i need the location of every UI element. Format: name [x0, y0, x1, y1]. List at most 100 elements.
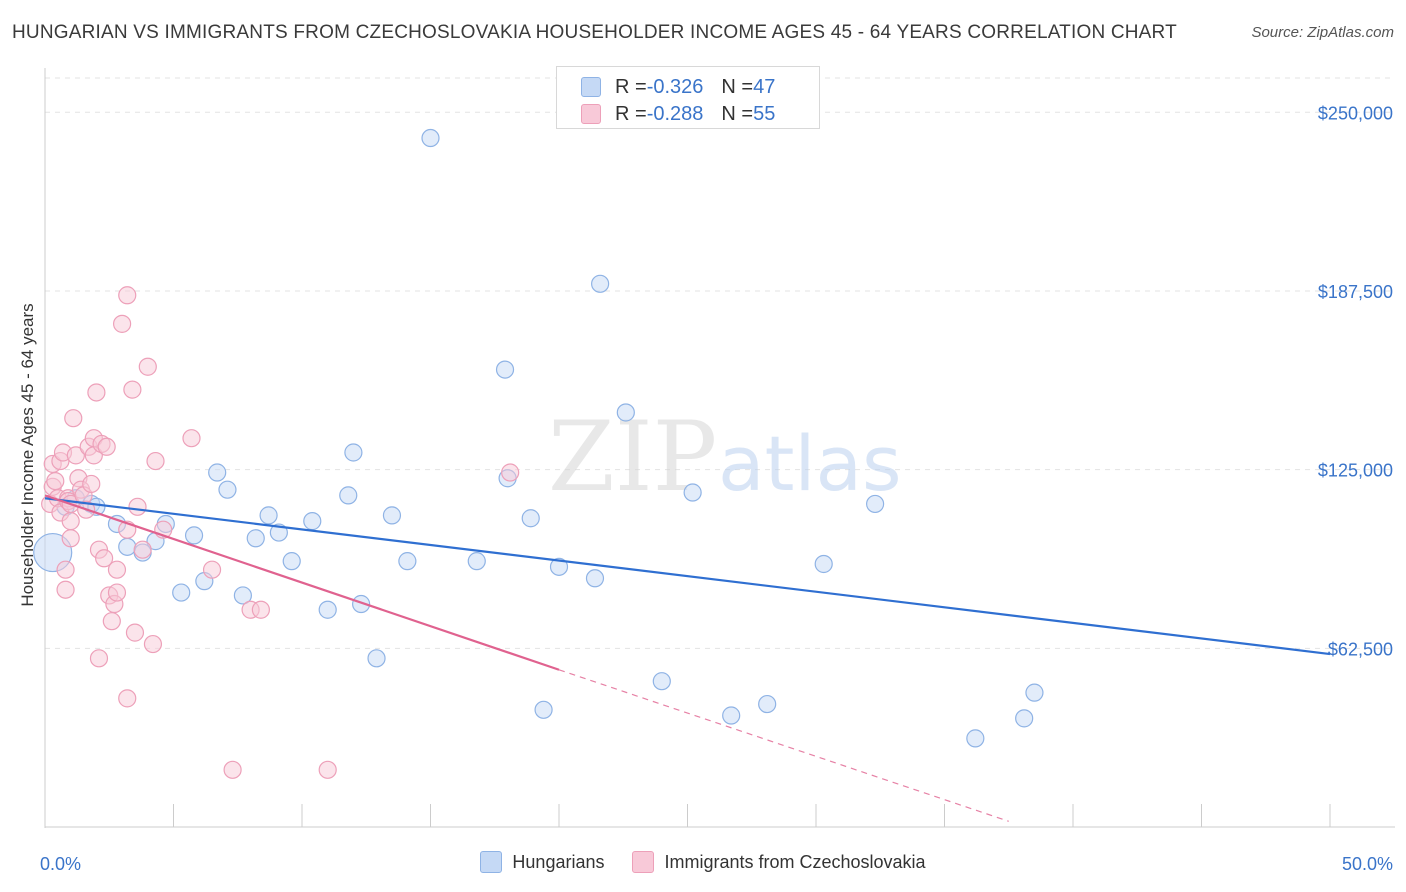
data-point	[616, 403, 635, 422]
data-point	[318, 760, 337, 779]
data-point	[758, 694, 777, 714]
axes	[44, 68, 1395, 828]
data-point	[1015, 709, 1034, 728]
tick-labels: $62,500 $125,000 $187,500 $250,000 0.0% 50.0%	[40, 103, 1393, 874]
data-point	[652, 672, 671, 691]
chart-title: HUNGARIAN VS IMMIGRANTS FROM CZECHOSLOVA…	[12, 22, 1177, 43]
data-point	[282, 552, 301, 571]
data-point	[184, 526, 204, 545]
data-point	[549, 557, 569, 576]
data-point	[814, 554, 833, 574]
data-point	[233, 586, 252, 605]
series-czechoslovakia	[41, 286, 520, 779]
data-point	[303, 512, 322, 531]
data-point	[246, 529, 265, 548]
legend-item-hungarians[interactable]: Hungarians	[480, 851, 604, 873]
legend-n-label: N =	[721, 75, 754, 98]
data-point	[97, 437, 116, 456]
y-tick-label: $250,000	[1318, 103, 1393, 123]
trend-line-hungarians	[44, 497, 1331, 656]
data-point	[182, 429, 201, 448]
data-point	[61, 529, 80, 548]
legend-label: Immigrants from Czechoslovakia	[664, 851, 926, 872]
data-point	[146, 451, 165, 471]
y-tick-label: $187,500	[1318, 282, 1393, 302]
legend-swatch-blue	[581, 77, 601, 97]
data-point	[344, 443, 363, 462]
data-point	[64, 409, 83, 428]
data-point	[352, 594, 371, 614]
data-point	[318, 600, 337, 619]
data-point	[107, 583, 127, 602]
data-point	[683, 483, 702, 502]
data-point	[591, 274, 610, 293]
data-point	[398, 552, 417, 571]
legend-n-value: 47	[753, 75, 776, 98]
data-point	[102, 612, 121, 631]
y-tick-label: $125,000	[1318, 461, 1393, 481]
data-point	[722, 706, 741, 725]
x-tick-label: 50.0%	[1342, 854, 1393, 874]
legend-label: Hungarians	[512, 851, 605, 872]
data-point	[367, 649, 386, 668]
legend-n-label: N =	[721, 102, 754, 125]
data-point	[585, 569, 605, 588]
legend-row-hungarians: R = -0.326 N = 47	[581, 74, 775, 100]
series-legend: Hungarians Immigrants from Czechoslovaki…	[0, 851, 1406, 873]
legend-r-value: -0.326	[646, 75, 704, 98]
legend-swatch-pink	[581, 104, 601, 124]
legend-item-czechoslovakia[interactable]: Immigrants from Czechoslovakia	[632, 851, 926, 873]
data-point	[46, 471, 65, 491]
data-point	[223, 760, 242, 779]
data-point	[1025, 683, 1044, 702]
data-point	[87, 383, 106, 402]
data-point	[866, 494, 885, 514]
data-point	[382, 506, 402, 525]
data-point	[259, 506, 278, 525]
data-point	[118, 286, 137, 305]
trend-lines	[44, 494, 1331, 822]
trend-line-czechoslovakia	[44, 494, 560, 671]
data-point	[202, 560, 222, 579]
data-point	[56, 580, 75, 599]
data-point	[95, 549, 114, 568]
data-point	[118, 689, 137, 708]
legend-row-czechoslovakia: R = -0.288 N = 55	[581, 101, 775, 127]
legend-r-label: R =	[615, 102, 647, 125]
x-tick-label: 0.0%	[40, 854, 81, 874]
data-point	[534, 700, 553, 719]
legend-r-value: -0.288	[646, 102, 704, 125]
legend-swatch-pink	[632, 851, 655, 873]
legend-n-value: 55	[753, 102, 776, 125]
data-point	[269, 523, 288, 542]
y-tick-label: $62,500	[1328, 639, 1393, 659]
data-point	[61, 512, 80, 531]
data-point	[501, 463, 520, 482]
data-point	[966, 729, 985, 748]
data-point	[128, 497, 147, 516]
data-point	[125, 623, 145, 642]
data-point	[172, 583, 191, 602]
data-point	[107, 560, 127, 579]
data-point	[112, 314, 132, 333]
data-point	[521, 509, 540, 528]
data-point	[118, 537, 137, 556]
data-point	[421, 128, 440, 148]
data-point	[208, 463, 227, 482]
source-label: Source: ZipAtlas.com	[1251, 24, 1394, 41]
data-point	[133, 540, 152, 559]
data-point	[56, 560, 75, 579]
data-point	[143, 634, 163, 654]
trend-line-czechoslovakia-extension	[558, 669, 1009, 822]
watermark-atlas: atlas	[718, 419, 902, 508]
stats-legend: R = -0.326 N = 47 R = -0.288 N = 55	[556, 66, 820, 129]
data-point	[495, 360, 515, 379]
data-point	[123, 380, 142, 399]
data-point	[218, 480, 237, 499]
legend-r-label: R =	[615, 75, 647, 98]
legend-swatch-blue	[480, 851, 503, 873]
data-point	[66, 446, 85, 465]
data-point	[82, 474, 101, 494]
data-point	[138, 357, 157, 376]
